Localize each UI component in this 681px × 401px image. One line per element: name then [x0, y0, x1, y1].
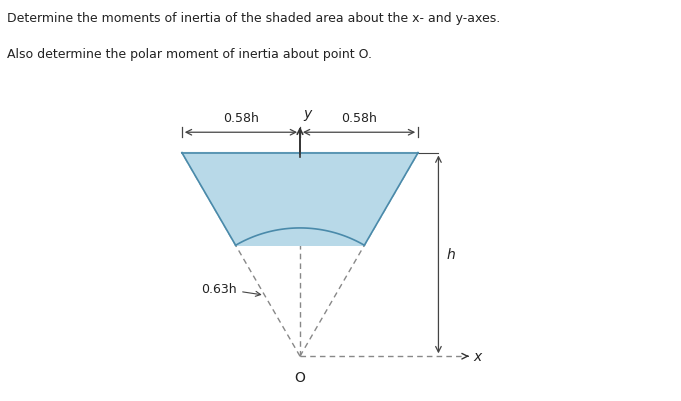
Text: 0.58h: 0.58h — [223, 112, 259, 125]
Text: 0.58h: 0.58h — [341, 112, 377, 125]
Text: 0.63h: 0.63h — [202, 282, 261, 297]
Polygon shape — [182, 153, 418, 246]
Text: O: O — [295, 371, 305, 385]
Text: x: x — [473, 349, 481, 363]
Text: h: h — [447, 248, 456, 262]
Text: y: y — [304, 107, 312, 121]
Text: Determine the moments of inertia of the shaded area about the x- and y-axes.: Determine the moments of inertia of the … — [7, 12, 500, 25]
Text: Also determine the polar moment of inertia about point O.: Also determine the polar moment of inert… — [7, 48, 372, 61]
